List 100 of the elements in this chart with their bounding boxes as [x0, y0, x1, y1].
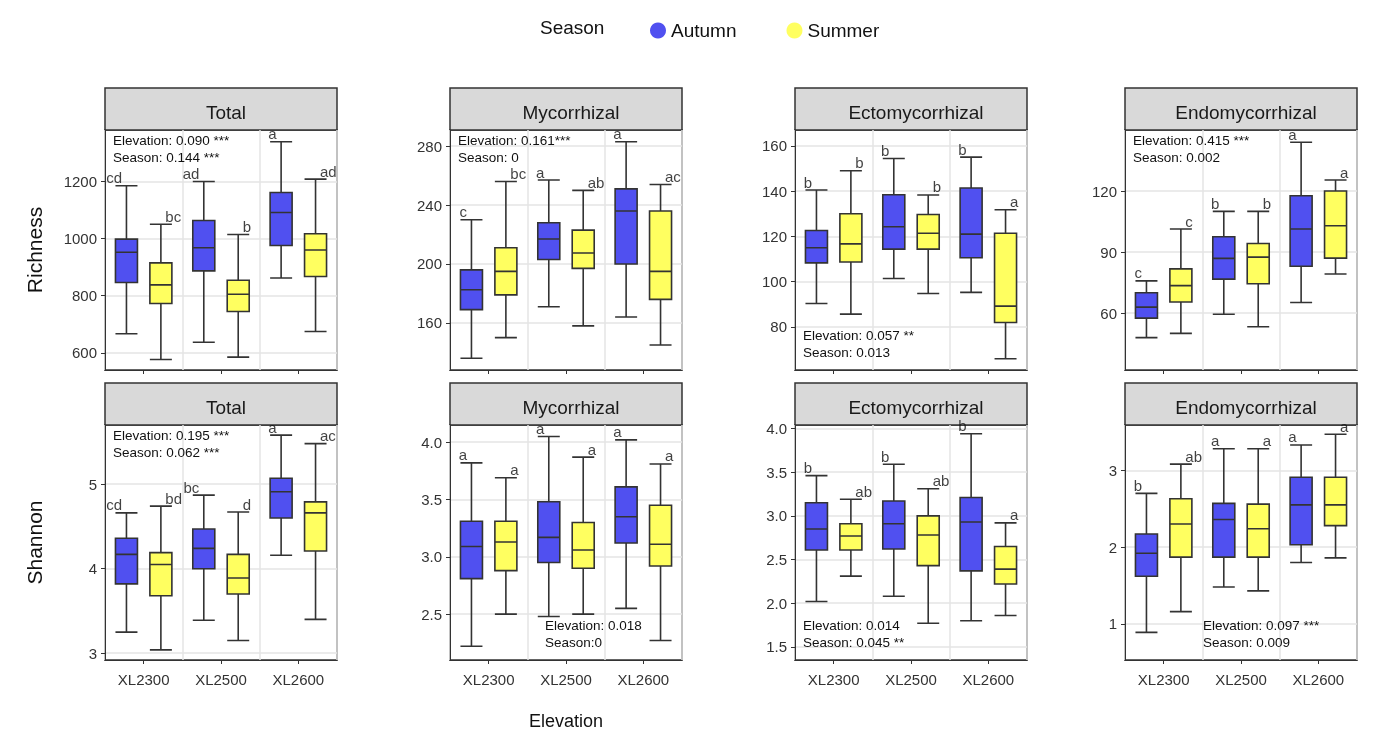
text: a — [510, 461, 519, 479]
y-tick-label: 60 — [1100, 304, 1117, 322]
text: bd — [165, 489, 183, 507]
x-tick-label: XL2300 — [807, 671, 860, 688]
x-tick-label: XL2600 — [617, 671, 670, 688]
annotation: Elevation: 0.195 *** — [113, 427, 231, 443]
annotation: Elevation: 0.161*** — [458, 132, 572, 148]
x-tick-label: XL2300 — [117, 671, 170, 688]
text: a — [1211, 432, 1220, 450]
text: a — [458, 446, 468, 464]
y-tick-label: 1.5 — [766, 638, 787, 656]
text: a — [1009, 193, 1019, 211]
y-tick-label: 4.0 — [766, 419, 787, 437]
y-tick-label: 3.5 — [766, 463, 787, 481]
text: a — [1288, 125, 1297, 143]
x-tick-label: XL2600 — [272, 671, 325, 688]
x-axis-title: Elevation — [528, 711, 604, 731]
x-tick-label: XL2500 — [1215, 671, 1267, 688]
text: a — [587, 440, 596, 458]
y-tick-label: 120 — [1091, 182, 1117, 200]
annotation: Season:0 — [545, 634, 603, 650]
annotation: Elevation: 0.057 ** — [803, 327, 915, 343]
y-tick-label: 600 — [71, 344, 97, 362]
y-tick-label: 120 — [761, 227, 787, 245]
y-axis-title: Richness — [23, 206, 46, 294]
y-tick-label: 1000 — [63, 230, 97, 248]
y-tick-label: 1200 — [63, 172, 97, 190]
y-tick-label: 3.0 — [421, 548, 442, 566]
text: b — [1262, 194, 1271, 212]
text: c — [459, 203, 468, 221]
y-tick-label: 140 — [761, 182, 787, 200]
y-tick-label: 160 — [416, 314, 442, 332]
x-tick-label: XL2600 — [1292, 671, 1345, 688]
text: a — [1288, 428, 1297, 446]
text: b — [1133, 476, 1143, 494]
x-tick-label: XL2300 — [462, 671, 515, 688]
y-tick-label: 4.0 — [421, 433, 442, 451]
text: c — [1185, 212, 1193, 230]
y-tick-label: 2.5 — [421, 605, 442, 623]
y-tick-label: 4 — [88, 560, 97, 578]
y-tick-label: 1 — [1108, 615, 1117, 633]
annotation: Season: 0.144 *** — [113, 149, 221, 165]
text: ab — [1185, 447, 1203, 465]
y-tick-label: 80 — [770, 318, 787, 336]
text: ad — [319, 162, 337, 180]
text: b — [881, 447, 890, 465]
y-tick-label: 200 — [416, 255, 442, 273]
text: a — [536, 163, 545, 181]
chart-title: Ectomycorrhizal — [848, 102, 984, 123]
x-tick-label: XL2500 — [540, 671, 592, 688]
annotation: Season: 0 — [458, 149, 519, 165]
text: a — [664, 447, 674, 465]
x-tick-label: XL2500 — [885, 671, 937, 688]
y-tick-label: 3 — [88, 644, 97, 662]
x-tick-label: XL2500 — [195, 671, 247, 688]
y-tick-label: 3.5 — [421, 491, 442, 509]
text: c — [1134, 264, 1143, 282]
x-tick-label: XL2600 — [962, 671, 1015, 688]
text: a — [1339, 163, 1349, 181]
y-tick-label: 3 — [1108, 461, 1117, 479]
text: cd — [106, 496, 123, 514]
chart-title: Mycorrhizal — [522, 397, 620, 418]
annotation: Elevation: 0.090 *** — [113, 132, 231, 148]
text: b — [242, 218, 251, 236]
text: a — [536, 419, 545, 437]
text: a — [1262, 432, 1271, 450]
annotation: Elevation: 0.018 — [545, 617, 642, 633]
text: bc — [510, 165, 527, 183]
text: a — [613, 125, 622, 143]
y-tick-label: 5 — [88, 475, 97, 493]
text: ab — [587, 173, 605, 191]
text: ab — [855, 482, 873, 500]
text: b — [803, 459, 813, 477]
text: a — [1009, 506, 1019, 524]
y-tick-label: 90 — [1100, 243, 1117, 261]
text: b — [1211, 194, 1220, 212]
y-axis-title: Shannon — [23, 500, 46, 585]
annotation: Season: 0.013 — [803, 344, 891, 360]
text: b — [958, 140, 967, 158]
text: ac — [319, 427, 336, 445]
chart-title: Endomycorrhizal — [1175, 102, 1317, 123]
text: b — [855, 154, 864, 172]
y-tick-label: 240 — [416, 196, 442, 214]
text: ad — [182, 164, 200, 182]
text: a — [613, 423, 622, 441]
legend-title: Season — [540, 17, 605, 38]
y-tick-label: 800 — [71, 287, 97, 305]
text: b — [803, 173, 813, 191]
chart-title: Endomycorrhizal — [1175, 397, 1317, 418]
y-tick-label: 2.0 — [766, 594, 787, 612]
legend-label: Summer — [807, 20, 880, 41]
text: cd — [106, 169, 123, 187]
annotation: Season: 0.062 *** — [113, 444, 221, 460]
y-tick-label: 100 — [761, 273, 787, 291]
annotation: Season: 0.009 — [1203, 634, 1291, 650]
y-tick-label: 2 — [1108, 538, 1117, 556]
x-tick-label: XL2300 — [1137, 671, 1190, 688]
text: a — [268, 125, 277, 143]
y-tick-label: 2.5 — [766, 551, 787, 569]
chart-title: Ectomycorrhizal — [848, 397, 984, 418]
